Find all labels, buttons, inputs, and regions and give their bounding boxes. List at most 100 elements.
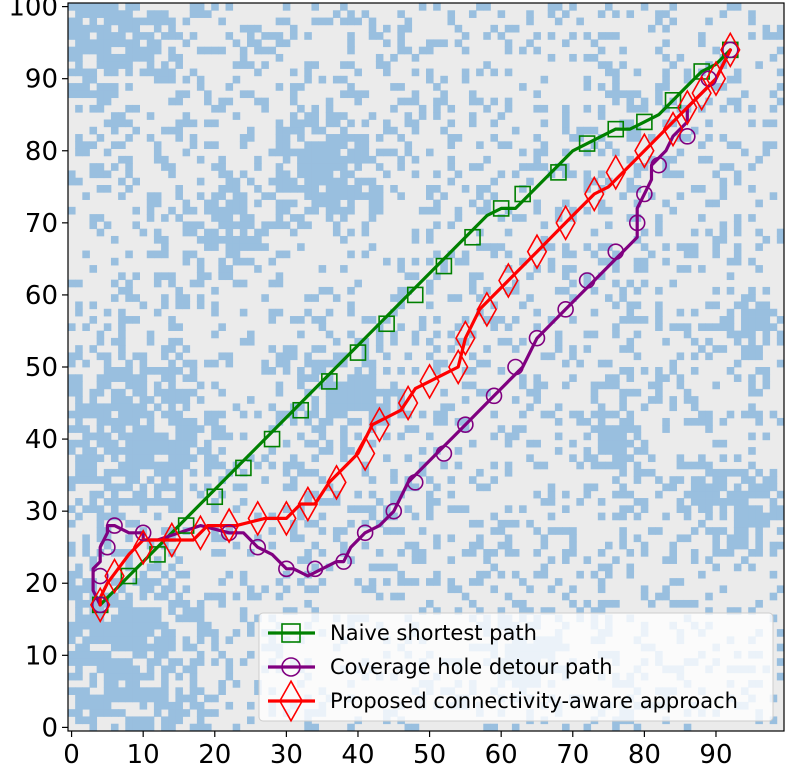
coverage-cell xyxy=(247,134,255,142)
coverage-cell xyxy=(318,359,327,368)
coverage-cell xyxy=(690,396,699,404)
coverage-cell xyxy=(325,308,334,317)
coverage-cell xyxy=(239,134,248,142)
coverage-cell xyxy=(204,90,212,99)
coverage-cell xyxy=(418,206,427,215)
coverage-cell xyxy=(504,337,513,346)
coverage-cell xyxy=(189,468,198,477)
coverage-cell xyxy=(110,425,119,433)
coverage-cell xyxy=(347,206,355,215)
coverage-cell xyxy=(726,410,735,419)
coverage-cell xyxy=(153,578,162,586)
coverage-cell xyxy=(676,454,685,463)
coverage-cell xyxy=(268,221,277,230)
coverage-cell xyxy=(175,323,183,331)
coverage-cell xyxy=(726,141,735,149)
coverage-cell xyxy=(132,46,140,55)
coverage-cell xyxy=(175,61,183,69)
coverage-cell xyxy=(612,490,620,499)
coverage-cell xyxy=(110,367,119,375)
coverage-cell xyxy=(340,192,348,200)
coverage-cell xyxy=(89,614,98,623)
coverage-cell xyxy=(304,163,312,171)
series-0-point xyxy=(378,315,395,333)
coverage-cell xyxy=(640,447,649,455)
coverage-cell xyxy=(576,607,584,615)
coverage-cell xyxy=(426,185,434,193)
coverage-cell xyxy=(168,323,176,331)
series-1-point xyxy=(435,445,453,462)
coverage-cell xyxy=(354,192,362,200)
coverage-cell xyxy=(411,541,420,550)
coverage-cell xyxy=(218,104,226,113)
y-tick-label: 100 xyxy=(8,0,58,23)
coverage-cell xyxy=(118,621,126,630)
coverage-cell xyxy=(719,185,728,193)
coverage-cell xyxy=(712,170,720,179)
coverage-cell xyxy=(597,61,606,69)
coverage-cell xyxy=(347,396,355,404)
coverage-cell xyxy=(275,578,284,586)
coverage-cell xyxy=(311,490,319,499)
coverage-cell xyxy=(182,599,191,608)
coverage-cell xyxy=(82,650,90,659)
coverage-cell xyxy=(368,563,377,572)
coverage-cell xyxy=(110,592,119,601)
coverage-cell xyxy=(254,97,262,106)
coverage-cell xyxy=(619,425,627,433)
coverage-cell xyxy=(232,112,241,120)
coverage-cell xyxy=(239,658,248,666)
coverage-cell xyxy=(690,483,699,492)
coverage-cell xyxy=(153,614,162,623)
coverage-cell xyxy=(433,410,441,419)
coverage-cell xyxy=(103,439,112,448)
coverage-cell xyxy=(218,549,226,557)
coverage-cell xyxy=(461,425,470,433)
coverage-cell xyxy=(153,24,162,33)
coverage-cell xyxy=(769,192,778,200)
coverage-cell xyxy=(626,155,635,164)
coverage-cell xyxy=(554,527,563,535)
coverage-cell xyxy=(655,381,663,390)
coverage-cell xyxy=(569,170,577,179)
coverage-cell xyxy=(397,10,405,18)
coverage-cell xyxy=(196,257,205,266)
coverage-cell xyxy=(239,607,248,615)
coverage-cell xyxy=(82,541,90,550)
coverage-cell xyxy=(626,177,635,186)
coverage-cell xyxy=(218,461,226,470)
coverage-cell xyxy=(719,468,728,477)
coverage-cell xyxy=(132,490,140,499)
coverage-cell xyxy=(139,570,148,579)
coverage-cell xyxy=(132,694,140,703)
coverage-cell xyxy=(640,104,649,113)
coverage-cell xyxy=(261,221,269,230)
coverage-cell xyxy=(440,90,448,99)
coverage-cell xyxy=(669,3,677,11)
coverage-cell xyxy=(633,185,642,193)
coverage-cell xyxy=(662,53,670,62)
coverage-cell xyxy=(626,439,635,448)
coverage-cell xyxy=(304,359,312,368)
coverage-cell xyxy=(89,39,98,48)
coverage-cell xyxy=(139,425,148,433)
coverage-cell xyxy=(769,90,778,99)
coverage-cell xyxy=(175,32,183,40)
coverage-cell xyxy=(619,388,627,397)
coverage-cell xyxy=(748,352,756,361)
coverage-cell xyxy=(533,396,541,404)
coverage-cell xyxy=(340,454,348,463)
y-tick-label: 10 xyxy=(25,641,58,671)
coverage-cell xyxy=(254,592,262,601)
coverage-cell xyxy=(368,381,377,390)
coverage-cell xyxy=(254,155,262,164)
coverage-cell xyxy=(232,206,241,215)
coverage-cell xyxy=(168,97,176,106)
coverage-cell xyxy=(605,243,613,251)
coverage-cell xyxy=(361,177,370,186)
coverage-cell xyxy=(82,75,90,84)
coverage-cell xyxy=(476,468,484,477)
coverage-cell xyxy=(755,301,763,310)
coverage-cell xyxy=(504,592,513,601)
coverage-cell xyxy=(612,265,620,273)
